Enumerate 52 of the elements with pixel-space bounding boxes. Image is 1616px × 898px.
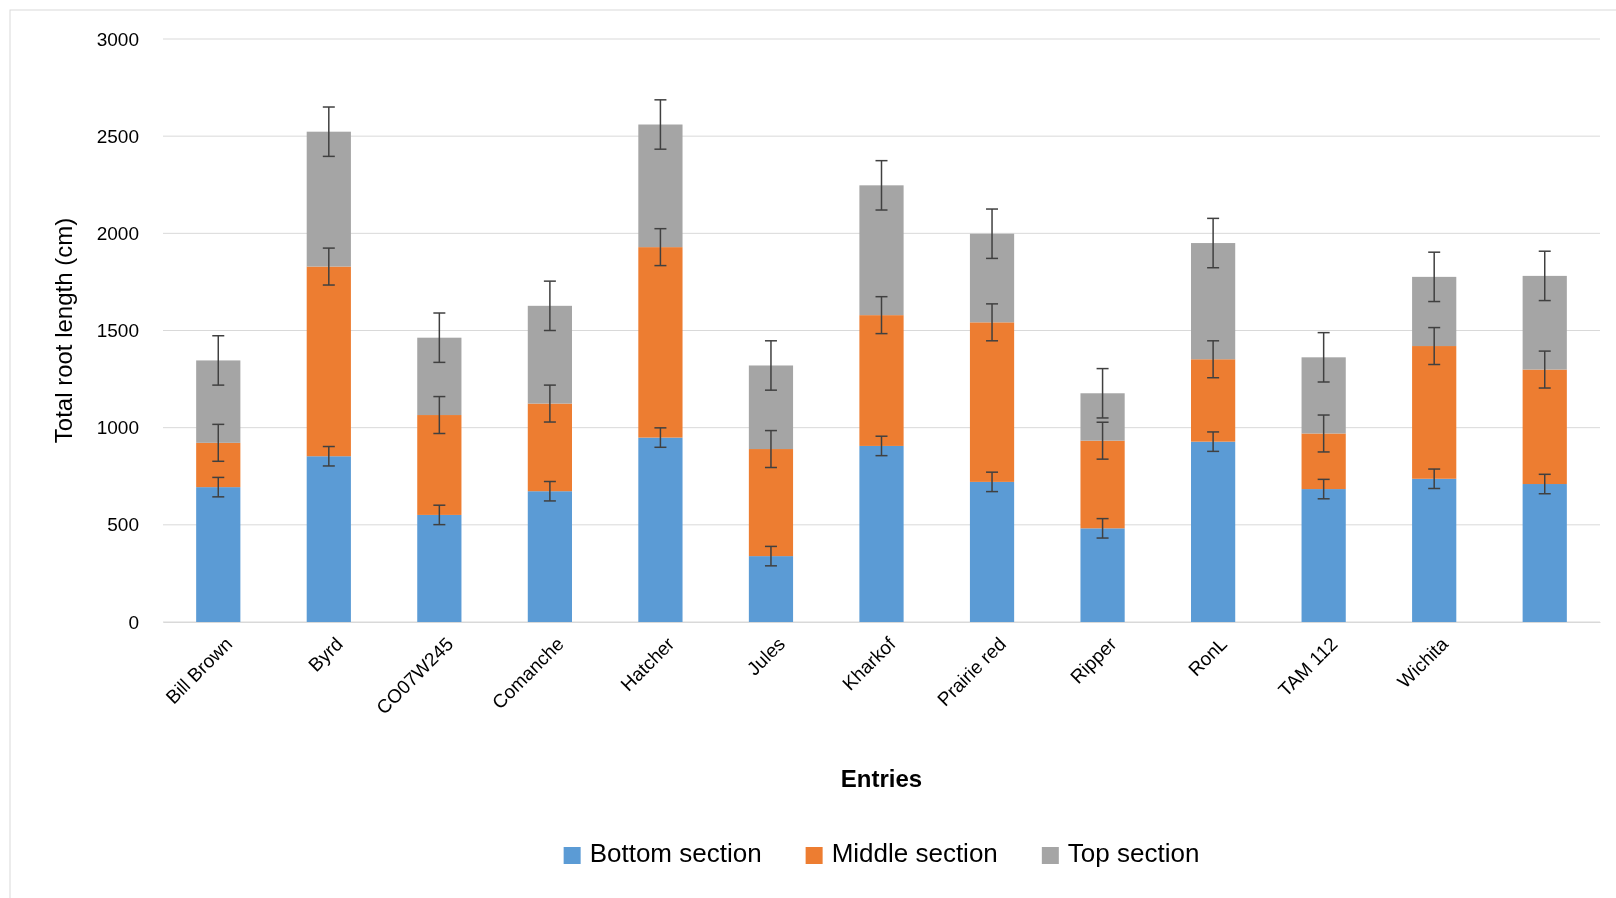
bar	[1191, 243, 1236, 360]
bar	[196, 442, 241, 488]
bar	[527, 491, 572, 622]
x-axis-title: Entries	[840, 765, 923, 792]
legend-label: Top section	[1067, 838, 1200, 868]
bar	[1522, 484, 1567, 622]
y-axis-title: Total root length (cm)	[50, 217, 77, 444]
bar	[638, 437, 683, 622]
bar	[1301, 489, 1346, 622]
bar	[859, 185, 904, 316]
bar	[1412, 276, 1457, 347]
bar	[196, 360, 241, 443]
bar	[527, 403, 572, 492]
y-tick-label: 2500	[96, 125, 139, 147]
bar	[638, 247, 683, 438]
y-tick-label: 0	[128, 611, 139, 633]
y-tick-label: 1500	[96, 320, 139, 342]
y-tick-label: 1000	[96, 417, 139, 439]
bar	[748, 556, 794, 622]
bar	[306, 131, 351, 267]
y-tick-label: 3000	[96, 28, 139, 50]
bar	[1412, 478, 1457, 622]
x-tick-label: TAM 112	[1274, 633, 1342, 701]
y-tick-label: 500	[107, 514, 139, 536]
bar	[417, 514, 462, 622]
bar	[1301, 357, 1346, 434]
bar	[306, 266, 351, 457]
bar	[417, 415, 462, 515]
bar	[969, 322, 1015, 482]
bar	[1080, 440, 1125, 529]
bar	[1191, 441, 1236, 622]
y-tick-label: 2000	[96, 222, 139, 244]
legend-label: Bottom section	[589, 838, 762, 868]
bar	[859, 445, 904, 622]
bar	[527, 305, 572, 404]
bar	[1412, 346, 1457, 479]
bar	[969, 233, 1015, 323]
bar	[196, 487, 241, 622]
bar	[1522, 369, 1567, 485]
bar	[1080, 393, 1125, 441]
legend-label: Middle section	[831, 838, 998, 868]
bar	[859, 315, 904, 446]
bar	[748, 449, 794, 557]
bar	[1080, 528, 1125, 622]
bar	[1522, 275, 1567, 370]
bar	[1301, 433, 1346, 490]
bar	[748, 365, 794, 450]
bar	[306, 456, 351, 622]
bar	[969, 481, 1015, 622]
bar	[1191, 359, 1236, 442]
bar	[417, 337, 462, 416]
bar	[638, 124, 683, 248]
